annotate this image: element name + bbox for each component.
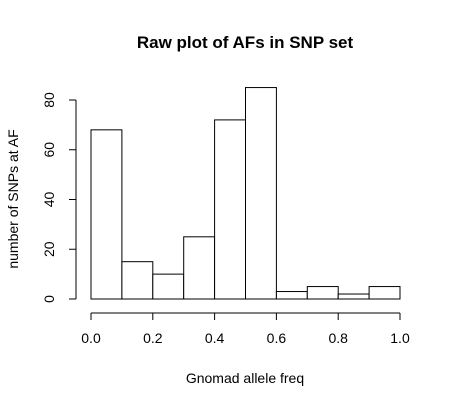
y-tick-label-2: 40 — [41, 192, 57, 208]
histogram-bar-7 — [306, 286, 339, 300]
histogram-bar-1 — [121, 261, 154, 300]
x-axis-label: Gnomad allele freq — [186, 370, 304, 386]
bars-group — [90, 87, 401, 300]
y-tick-label-3: 60 — [41, 142, 57, 158]
y-tick-label-1: 20 — [41, 241, 57, 257]
histogram-bar-6 — [275, 291, 308, 300]
x-tick-label-3: 0.6 — [267, 330, 287, 346]
y-tick-label-4: 80 — [41, 92, 57, 108]
histogram-bar-2 — [152, 273, 185, 300]
x-tick-label-2: 0.4 — [205, 330, 225, 346]
histogram-bar-3 — [183, 236, 216, 300]
x-tick-label-5: 1.0 — [390, 330, 410, 346]
x-tick-label-4: 0.8 — [328, 330, 348, 346]
histogram-bar-9 — [368, 286, 401, 300]
y-axis: 0 20 40 60 80 — [41, 92, 77, 303]
histogram-bar-0 — [90, 129, 123, 300]
y-axis-label: number of SNPs at AF — [5, 129, 21, 268]
histogram-bar-8 — [337, 293, 370, 300]
chart-title: Raw plot of AFs in SNP set — [137, 33, 354, 52]
histogram-bar-5 — [245, 87, 277, 300]
x-tick-label-1: 0.2 — [143, 330, 163, 346]
x-tick-label-0: 0.0 — [81, 330, 101, 346]
x-axis: 0.0 0.2 0.4 0.6 0.8 1.0 — [81, 312, 410, 346]
histogram-bar-4 — [214, 119, 247, 300]
y-tick-label-0: 0 — [41, 295, 57, 303]
